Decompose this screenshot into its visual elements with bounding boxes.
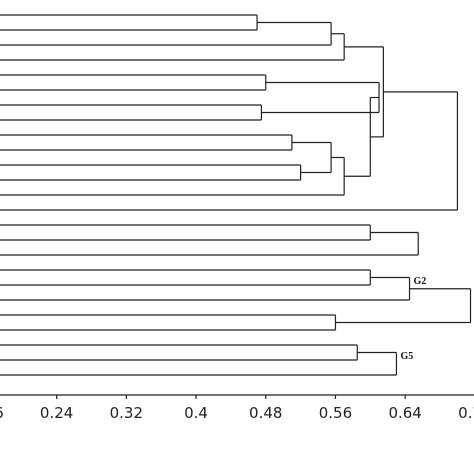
x-tick-label: 0.16 (0, 404, 4, 422)
x-tick-label: 0.64 (388, 404, 421, 422)
x-tick-label: 0.24 (40, 404, 73, 422)
x-tick-label: 0.32 (110, 404, 143, 422)
group-label: G2 (414, 276, 427, 287)
x-tick-label: 0.4 (184, 404, 208, 422)
group-label: G5 (400, 351, 413, 362)
x-tick-label: 0.48 (249, 404, 282, 422)
x-tick-label: 0.56 (319, 404, 352, 422)
x-tick-label: 0.72 (458, 404, 474, 422)
